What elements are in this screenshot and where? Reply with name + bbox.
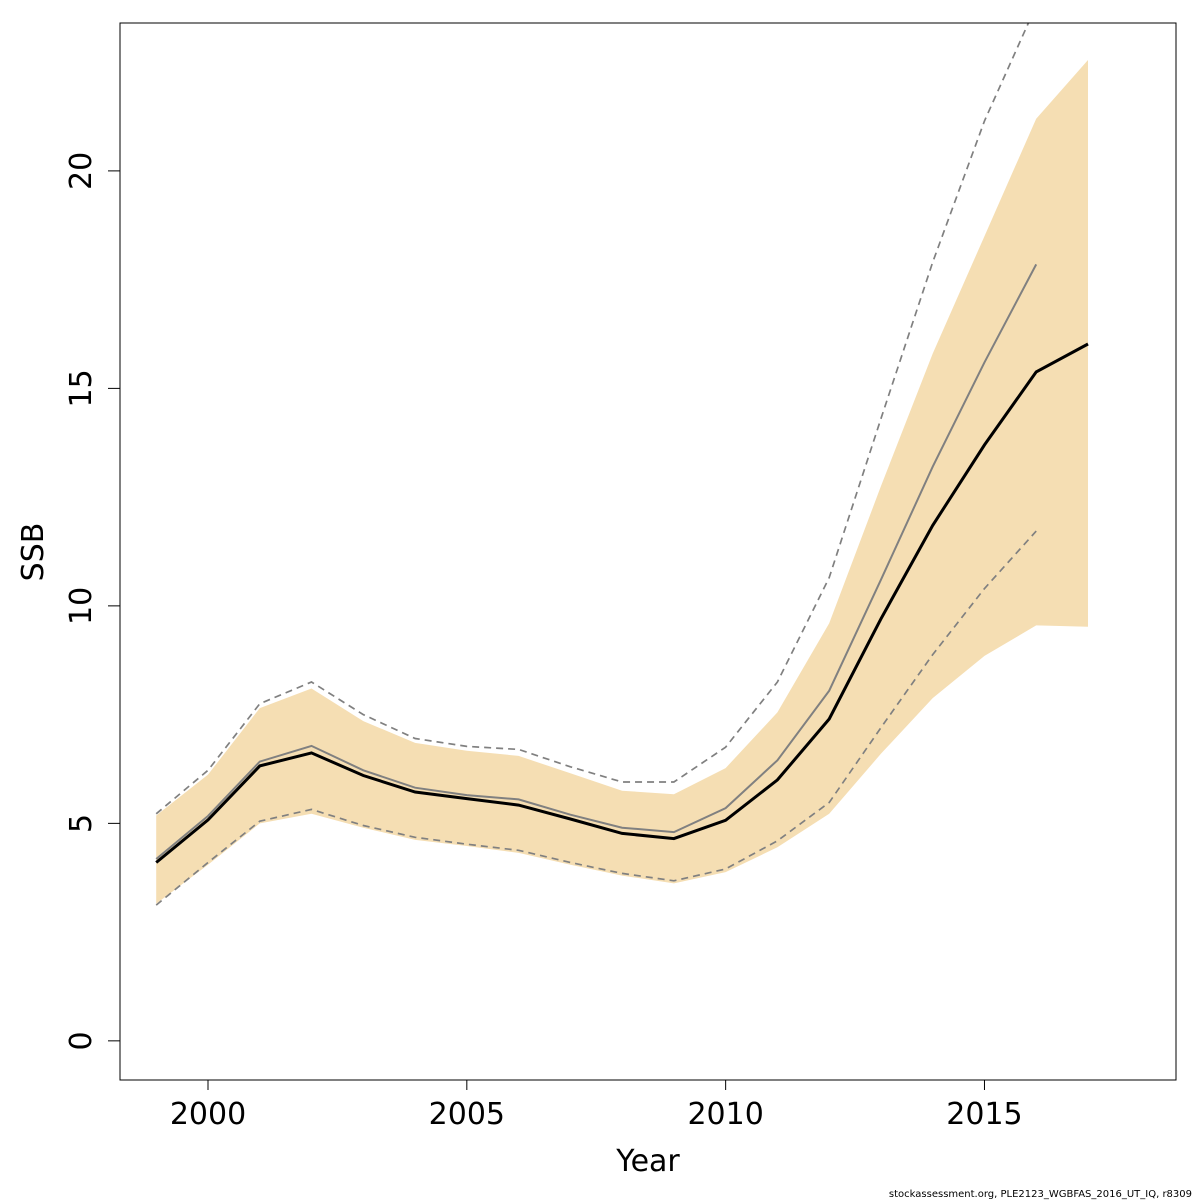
- y-axis: 0 5 10 15 20: [64, 152, 120, 1050]
- x-axis-title: Year: [615, 1144, 680, 1179]
- y-tick-label: 15: [64, 369, 99, 407]
- y-tick-label: 5: [64, 814, 99, 833]
- current-estimate-line: [155, 342, 1089, 864]
- x-tick-label: 2015: [946, 1097, 1022, 1132]
- previous-estimate-line: [155, 263, 1038, 860]
- y-tick-label: 20: [64, 152, 99, 190]
- x-axis: 2000 2005 2010 2015: [170, 1080, 1023, 1132]
- x-tick-label: 2010: [687, 1097, 763, 1132]
- y-axis-title: SSB: [16, 523, 51, 582]
- y-tick-label: 10: [64, 587, 99, 625]
- x-tick-label: 2005: [429, 1097, 505, 1132]
- previous-upper-ci-line: [155, 23, 1030, 815]
- confidence-band: [156, 60, 1088, 904]
- plot-area: [155, 23, 1089, 906]
- x-tick-label: 2000: [170, 1097, 246, 1132]
- y-tick-label: 0: [64, 1031, 99, 1050]
- plot-frame: [119, 22, 1177, 1081]
- footer-note: stockassessment.org, PLE2123_WGBFAS_2016…: [889, 1189, 1192, 1200]
